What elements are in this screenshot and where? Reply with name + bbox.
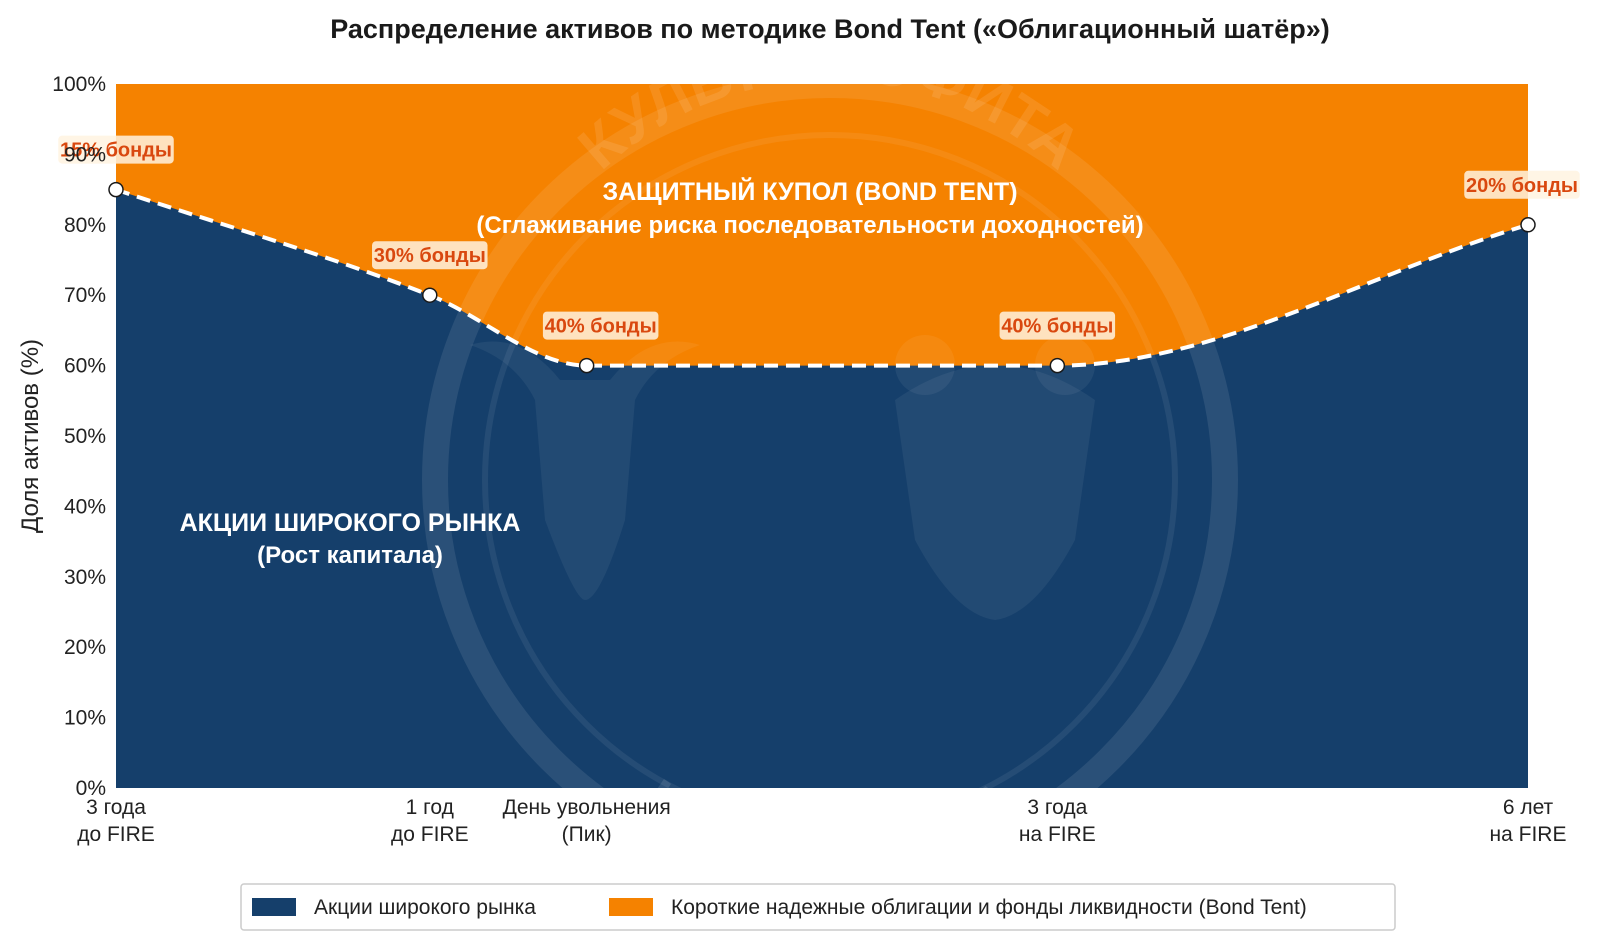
stocks-region-label: АКЦИИ ШИРОКОГО РЫНКА (Рост капитала) [180,509,521,569]
y-axis: 0% 10% 20% 30% 40% 50% 60% 70% 80% 90% 100% [52,73,106,800]
x-tick-label-line2: (Пик) [562,823,612,846]
chart-title: Распределение активов по методике Bond T… [330,14,1330,44]
y-axis-label: Доля активов (%) [17,339,44,533]
data-point-marker [422,287,438,303]
x-tick-label-line2: до FIRE [391,823,469,846]
annotation-text: 20% бонды [1466,175,1578,197]
annotation-box [58,135,174,164]
data-point-marker [1049,357,1066,374]
bonds-region-subtitle: (Сглаживание риска последовательности до… [476,212,1143,239]
legend-label-bonds: Короткие надежные облигации и фонды ликв… [671,896,1307,919]
stocks-area [116,189,1528,789]
boundary-markers [108,181,1536,374]
annotation-box [372,241,488,270]
annotation-text: 40% бонды [1001,316,1113,338]
bonds-region-label: ЗАЩИТНЫЙ КУПОЛ (BOND TENT) (Сглаживание … [476,176,1143,239]
x-tick-label: 3 года [86,796,146,819]
annotation-box [1464,170,1580,199]
stocks-region-subtitle: (Рост капитала) [257,542,443,569]
allocation-boundary-line [115,187,1529,368]
y-tick-label: 80% [64,214,106,237]
bonds-region-title: ЗАЩИТНЫЙ КУПОЛ (BOND TENT) [602,176,1017,206]
legend-box [240,883,1396,931]
annotation-text: 15% бонды [60,140,172,162]
annotation-label: 30% бонды [372,241,488,270]
annotation-box [999,311,1116,340]
y-tick-label: 100% [52,73,106,96]
bear-icon [895,335,1095,620]
x-tick-label-line2: до FIRE [77,823,155,846]
bond-share-annotations: 15% бонды 30% бонды 40% бонды 40% бонды 20% … [58,135,1580,340]
x-tick-label-line2: на FIRE [1490,823,1567,846]
annotation-label: 40% бонды [999,311,1116,340]
annotation-label: 40% бонды [542,311,659,340]
stocks-region-title: АКЦИИ ШИРОКОГО РЫНКА [180,509,521,537]
annotation-label: 20% бонды [1464,170,1580,199]
annotation-box [542,311,659,340]
data-point-marker [1520,217,1536,233]
x-axis: 3 года до FIRE 1 год до FIRE День увольнения… [77,796,1566,846]
x-tick-label: 1 год [406,796,454,819]
y-tick-label: 60% [64,355,106,378]
legend-swatch-bonds [609,898,653,916]
y-tick-label: 30% [64,566,106,589]
x-tick-label: День увольнения [503,796,671,819]
y-tick-label: 90% [64,143,106,166]
y-tick-label: 70% [64,284,106,307]
annotation-text: 40% бонды [545,316,657,338]
legend-label-stocks: Акции широкого рынка [314,896,536,919]
y-tick-label: 20% [64,636,106,659]
annotation-label: 15% бонды [58,135,174,164]
legend-swatch-stocks [252,898,296,916]
annotation-text: 30% бонды [374,245,486,267]
x-tick-label: 6 лет [1503,796,1554,819]
data-point-marker [578,357,595,374]
y-tick-label: 10% [64,707,106,730]
y-tick-label: 0% [76,777,106,800]
bull-icon [470,341,700,600]
x-tick-label: 3 года [1027,796,1087,819]
legend: Акции широкого рынка Короткие надежные о… [240,883,1396,931]
x-tick-label-line2: на FIRE [1019,823,1096,846]
y-tick-label: 40% [64,495,106,518]
y-tick-label: 50% [64,425,106,448]
data-point-marker [108,181,124,198]
